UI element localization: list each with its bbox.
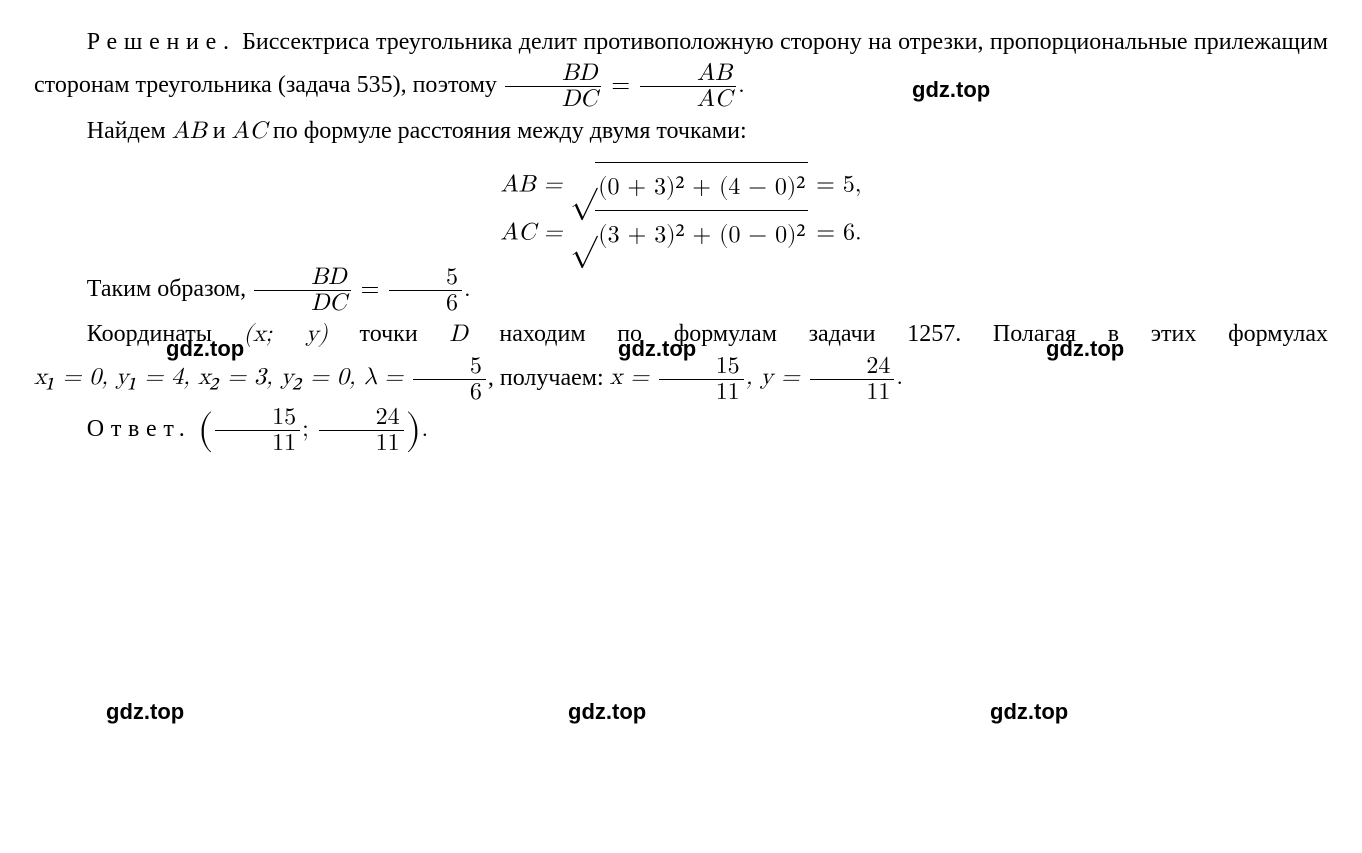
sqrt-ac: √(3 + 3)² + (0 − 0)² xyxy=(570,210,808,259)
ac-radicand: (3 + 3)² + (0 − 0)² xyxy=(595,210,808,259)
num-5: 5 xyxy=(389,265,462,290)
den-11a: 11 xyxy=(659,379,744,405)
ab-rhs: = 5, xyxy=(808,172,861,196)
p2a: Найдем xyxy=(87,118,172,144)
ac-rhs: = 6. xyxy=(808,221,861,245)
den-11b: 11 xyxy=(810,379,895,405)
num-15: 15 xyxy=(659,354,744,379)
label-answer: Ответ. xyxy=(87,416,192,442)
para-coords: Координаты (x; y) точки D находим по фор… xyxy=(34,316,1328,405)
para-thus: Таким образом, BDDC = 56. xyxy=(34,265,1328,316)
result-xy: x = 1511, y = 2411. xyxy=(610,365,903,389)
ans-den-11b: 11 xyxy=(319,430,404,456)
frac-bd-dc: BDDC = ABAC. xyxy=(503,73,745,97)
period-2: . xyxy=(464,277,471,301)
label-solution: Решение. xyxy=(87,29,236,55)
y-eq: , y = xyxy=(746,365,808,389)
ab-lhs: AB = xyxy=(501,172,571,196)
para-find-ab-ac: Найдем AB и AC по формуле расстояния меж… xyxy=(34,113,1328,150)
para-solution: Решение. Биссектриса треугольника делит … xyxy=(34,24,1328,113)
period-3: . xyxy=(896,365,903,389)
period-1: . xyxy=(738,73,745,97)
watermark: gdz.top xyxy=(990,695,1068,729)
num-5b: 5 xyxy=(413,354,486,379)
p4a: Координаты xyxy=(87,321,244,347)
num-ab: AB xyxy=(640,61,736,86)
ans-num-15: 15 xyxy=(215,405,300,430)
den-ac: AC xyxy=(640,86,736,112)
display-equations: AB = √(0 + 3)² + (4 − 0)² = 5, AC = √(3 … xyxy=(34,162,1328,259)
den-dc2: DC xyxy=(254,290,350,316)
subs-list: x₁ = 0, y₁ = 4, x₂ = 3, y₂ = 0, λ = xyxy=(34,365,411,389)
p2b: и xyxy=(207,118,232,144)
ans-den-11a: 11 xyxy=(215,430,300,456)
para-answer: Ответ. (1511; 2411). xyxy=(34,405,1328,456)
watermark: gdz.top xyxy=(106,695,184,729)
ans-num-24: 24 xyxy=(319,405,404,430)
sym-ac: AC xyxy=(232,119,267,143)
substitutions: x₁ = 0, y₁ = 4, x₂ = 3, y₂ = 0, λ = 56 xyxy=(34,365,488,389)
den-6b: 6 xyxy=(413,379,486,405)
period-4: . xyxy=(421,417,428,441)
equals-1: = xyxy=(603,73,638,97)
num-24: 24 xyxy=(810,354,895,379)
sym-d: D xyxy=(449,322,467,346)
num-bd: BD xyxy=(505,61,601,86)
p4c: находим по формулам задачи 1257. Полагая… xyxy=(468,321,1328,347)
equals-2: = xyxy=(353,277,388,301)
sym-xy: (x; y) xyxy=(244,322,328,346)
ans-semi: ; xyxy=(302,417,317,441)
den-6: 6 xyxy=(389,290,462,316)
x-eq: x = xyxy=(610,365,657,389)
ab-radicand: (0 + 3)² + (4 − 0)² xyxy=(595,162,808,211)
num-bd2: BD xyxy=(254,265,350,290)
p4b: точки xyxy=(328,321,450,347)
frac-bd-dc-value: BDDC = 56. xyxy=(252,277,471,301)
sqrt-ab: √(0 + 3)² + (4 − 0)² xyxy=(570,162,808,211)
ac-lhs: AC = xyxy=(500,221,570,245)
p4d: , получаем: xyxy=(488,364,610,390)
p2c: по формуле расстояния между двумя точкам… xyxy=(267,118,747,144)
eq-ac: AC = √(3 + 3)² + (0 − 0)² = 6. xyxy=(34,210,1328,259)
eq-ab: AB = √(0 + 3)² + (4 − 0)² = 5, xyxy=(34,162,1328,211)
watermark: gdz.top xyxy=(568,695,646,729)
answer-value: (1511; 2411). xyxy=(197,417,428,441)
p3a: Таким образом, xyxy=(87,276,252,302)
den-dc: DC xyxy=(505,86,601,112)
sym-ab: AB xyxy=(172,119,207,143)
